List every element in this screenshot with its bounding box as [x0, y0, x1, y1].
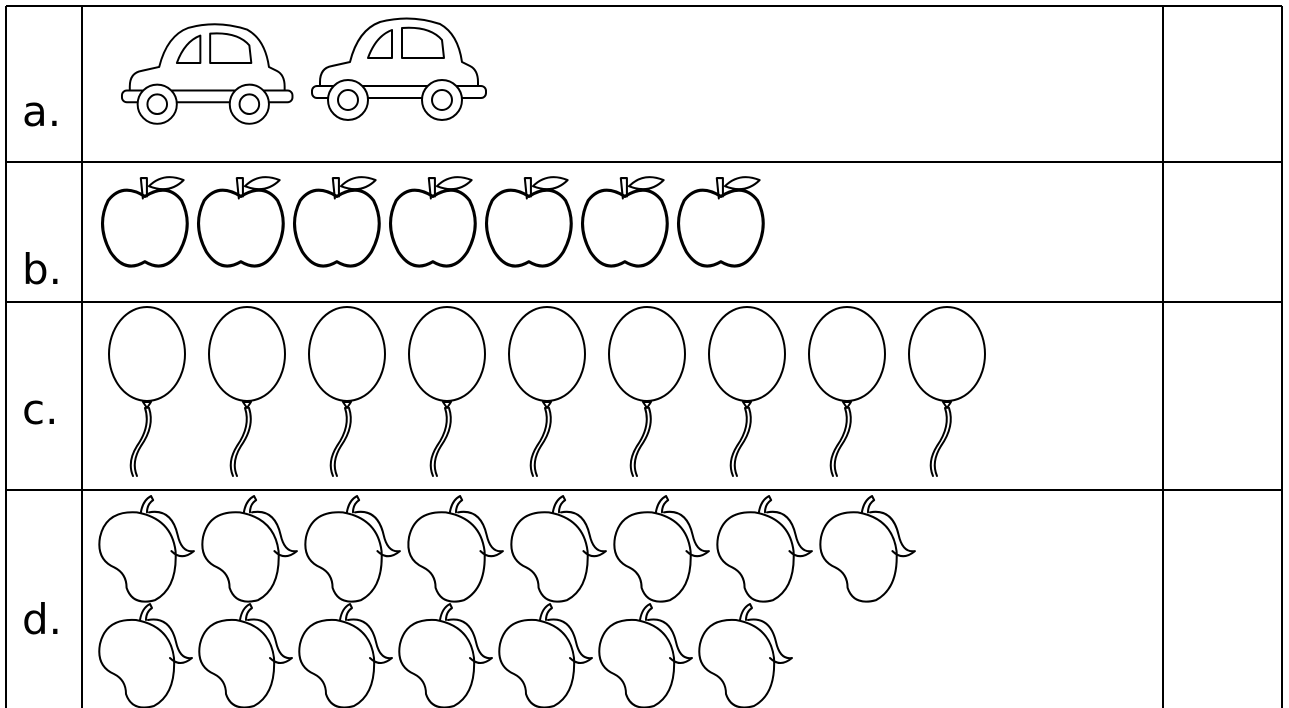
- balloon-icon: [308, 306, 386, 477]
- balloon-icon: [808, 306, 886, 477]
- mango-icon: [598, 603, 693, 708]
- mango-icon: [613, 495, 710, 603]
- apple-icon: [484, 175, 573, 268]
- mango-icon: [398, 603, 493, 708]
- mango-icon: [98, 603, 193, 708]
- balloon-icon: [508, 306, 586, 477]
- mango-icon: [407, 495, 504, 603]
- row-label: c.: [22, 385, 58, 434]
- mango-icon: [298, 603, 393, 708]
- balloon-icon: [208, 306, 286, 477]
- mango-icon: [716, 495, 813, 603]
- mango-icon: [819, 495, 916, 603]
- row-label: a.: [22, 87, 61, 136]
- mango-icon: [510, 495, 607, 603]
- apple-icon: [100, 175, 189, 268]
- mango-icon: [201, 495, 298, 603]
- apple-icon: [292, 175, 381, 268]
- mango-icon: [498, 603, 593, 708]
- mango-icon: [98, 495, 195, 603]
- car-icon: [120, 23, 294, 125]
- icons: [98, 17, 986, 708]
- row-label: b.: [22, 245, 62, 294]
- balloon-icon: [908, 306, 986, 477]
- apple-icon: [580, 175, 669, 268]
- table-lines: [5, 5, 1283, 708]
- car-icon: [311, 17, 487, 122]
- mango-icon: [698, 603, 793, 708]
- balloon-icon: [108, 306, 186, 477]
- balloon-icon: [408, 306, 486, 477]
- balloon-icon: [708, 306, 786, 477]
- row-label: d.: [22, 595, 62, 644]
- balloon-icon: [608, 306, 686, 477]
- mango-icon: [198, 603, 293, 708]
- mango-icon: [304, 495, 401, 603]
- apple-icon: [388, 175, 477, 268]
- apple-icon: [196, 175, 285, 268]
- apple-icon: [676, 175, 765, 268]
